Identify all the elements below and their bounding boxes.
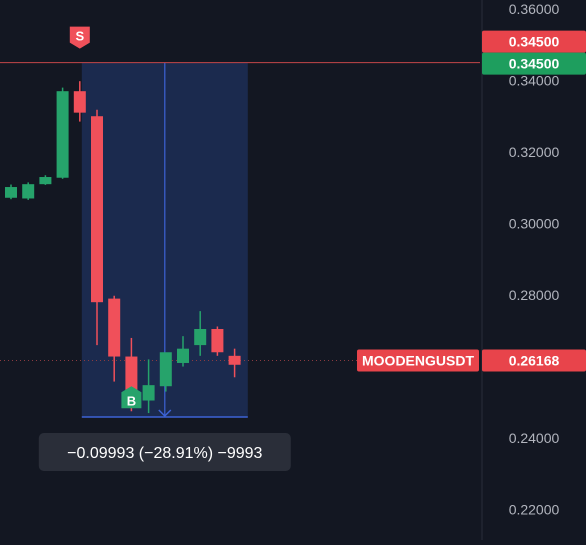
sell-price-badge: 0.34500 — [482, 30, 586, 53]
measure-arrow-head — [158, 409, 172, 418]
last-price-badge-bg — [482, 349, 586, 372]
price-tick-label: 0.34000 — [509, 72, 560, 88]
last-price-badge-text: 0.26168 — [509, 353, 560, 369]
buy-marker-shape — [121, 386, 142, 409]
price-tick-label: 0.22000 — [509, 502, 560, 518]
candle[interactable] — [39, 175, 52, 185]
symbol-badge-text: MOODENGUSDT — [362, 353, 474, 369]
candle[interactable] — [177, 336, 189, 367]
sell-marker-shape — [69, 26, 90, 49]
candle[interactable] — [73, 81, 86, 122]
candle[interactable] — [142, 359, 155, 414]
price-tick-label: 0.36000 — [509, 1, 560, 17]
price-tick-label: 0.24000 — [509, 430, 560, 446]
candle-body — [91, 116, 103, 303]
candle-body — [39, 177, 52, 185]
candle-body — [228, 355, 241, 365]
candle[interactable] — [211, 326, 224, 356]
candle-body — [73, 91, 86, 113]
candle-body — [142, 385, 155, 401]
trade-markers: SB — [69, 26, 142, 409]
entry-price-badge: 0.34500 — [482, 52, 586, 75]
sell-price-badge-text: 0.34500 — [509, 34, 560, 50]
candle-body — [211, 329, 224, 353]
buy-marker[interactable]: B — [121, 386, 142, 409]
candle[interactable] — [56, 87, 69, 179]
candle-body — [22, 184, 35, 199]
candle[interactable] — [194, 311, 207, 356]
entry-price-badge-bg — [482, 52, 586, 75]
sell-marker[interactable]: S — [69, 26, 90, 49]
sell-price-badge-bg — [482, 30, 586, 53]
price-badges: 0.34500 0.34500 MOODENGUSDT 0.26168 — [357, 30, 586, 372]
symbol-badge[interactable]: MOODENGUSDT — [357, 349, 479, 372]
candle[interactable] — [228, 348, 241, 378]
candle[interactable] — [108, 295, 121, 382]
candle-body — [5, 187, 17, 198]
candle-body — [125, 356, 138, 403]
price-tick-label: 0.28000 — [509, 287, 560, 303]
symbol-badge-bg — [357, 349, 479, 372]
price-tick-label: 0.32000 — [509, 144, 560, 160]
measure-label-text: −0.09993 (−28.91%) −9993 — [67, 445, 262, 462]
entry-price-badge-text: 0.34500 — [509, 56, 560, 72]
sell-marker-label: S — [75, 29, 84, 44]
candlestick-series — [5, 81, 241, 414]
measure-readout: −0.09993 (−28.91%) −9993 — [38, 432, 291, 471]
candle[interactable] — [91, 109, 103, 346]
candle[interactable] — [5, 184, 17, 200]
candle[interactable] — [22, 182, 35, 200]
candle[interactable] — [159, 352, 172, 392]
candle-body — [177, 348, 189, 363]
candle-body — [194, 329, 207, 346]
candle-body — [108, 298, 121, 357]
price-tick-label: 0.30000 — [509, 216, 560, 232]
candle-body — [56, 91, 69, 178]
buy-marker-label: B — [127, 393, 136, 408]
last-price-badge: 0.26168 — [482, 349, 586, 372]
price-axis[interactable]: 0.36000 0.34000 0.32000 0.30000 0.28000 0.240… — [509, 1, 560, 518]
candle-body — [159, 352, 172, 387]
measure-label-box — [38, 432, 291, 471]
